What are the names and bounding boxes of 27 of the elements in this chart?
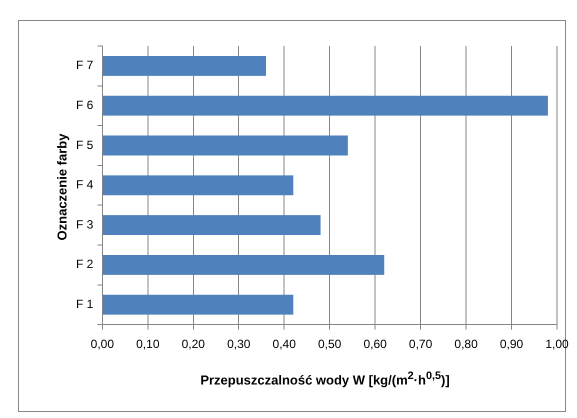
y-tick-label: F 5 [76,138,94,152]
y-tick-label: F 4 [76,178,94,192]
x-tick-label: 0,30 [227,337,251,352]
x-tick-label: 0,40 [272,337,296,352]
bar [102,254,384,275]
y-tick-label: F 1 [76,297,94,312]
bar [102,175,294,196]
x-axis-title: Przepuszczalność wody W [kg/(m$^{2}$·h$^{0,5}$)] [199,370,451,388]
y-axis-title: Oznaczenie farby [54,134,70,240]
x-tick-label: 0,90 [500,337,524,352]
bar [102,215,321,236]
bar [102,136,348,156]
x-tick-label: 0,60 [363,337,388,352]
x-tick-label: 0,20 [182,337,206,352]
y-tick-label: F 2 [76,257,94,272]
bar [102,96,548,116]
x-tick-label: 0,70 [408,337,433,352]
bar [102,294,294,315]
x-tick-label: 0,80 [454,337,478,352]
x-tick-label: 0,10 [136,337,160,352]
y-tick-label: F 6 [76,98,94,112]
y-tick-label: F 3 [76,217,94,232]
x-tick-label: 0,50 [318,337,342,352]
x-tick-label: 1,00 [545,337,569,352]
bar [102,56,266,76]
y-tick-label: F 7 [76,58,94,72]
x-tick-label: 0,00 [90,337,114,352]
